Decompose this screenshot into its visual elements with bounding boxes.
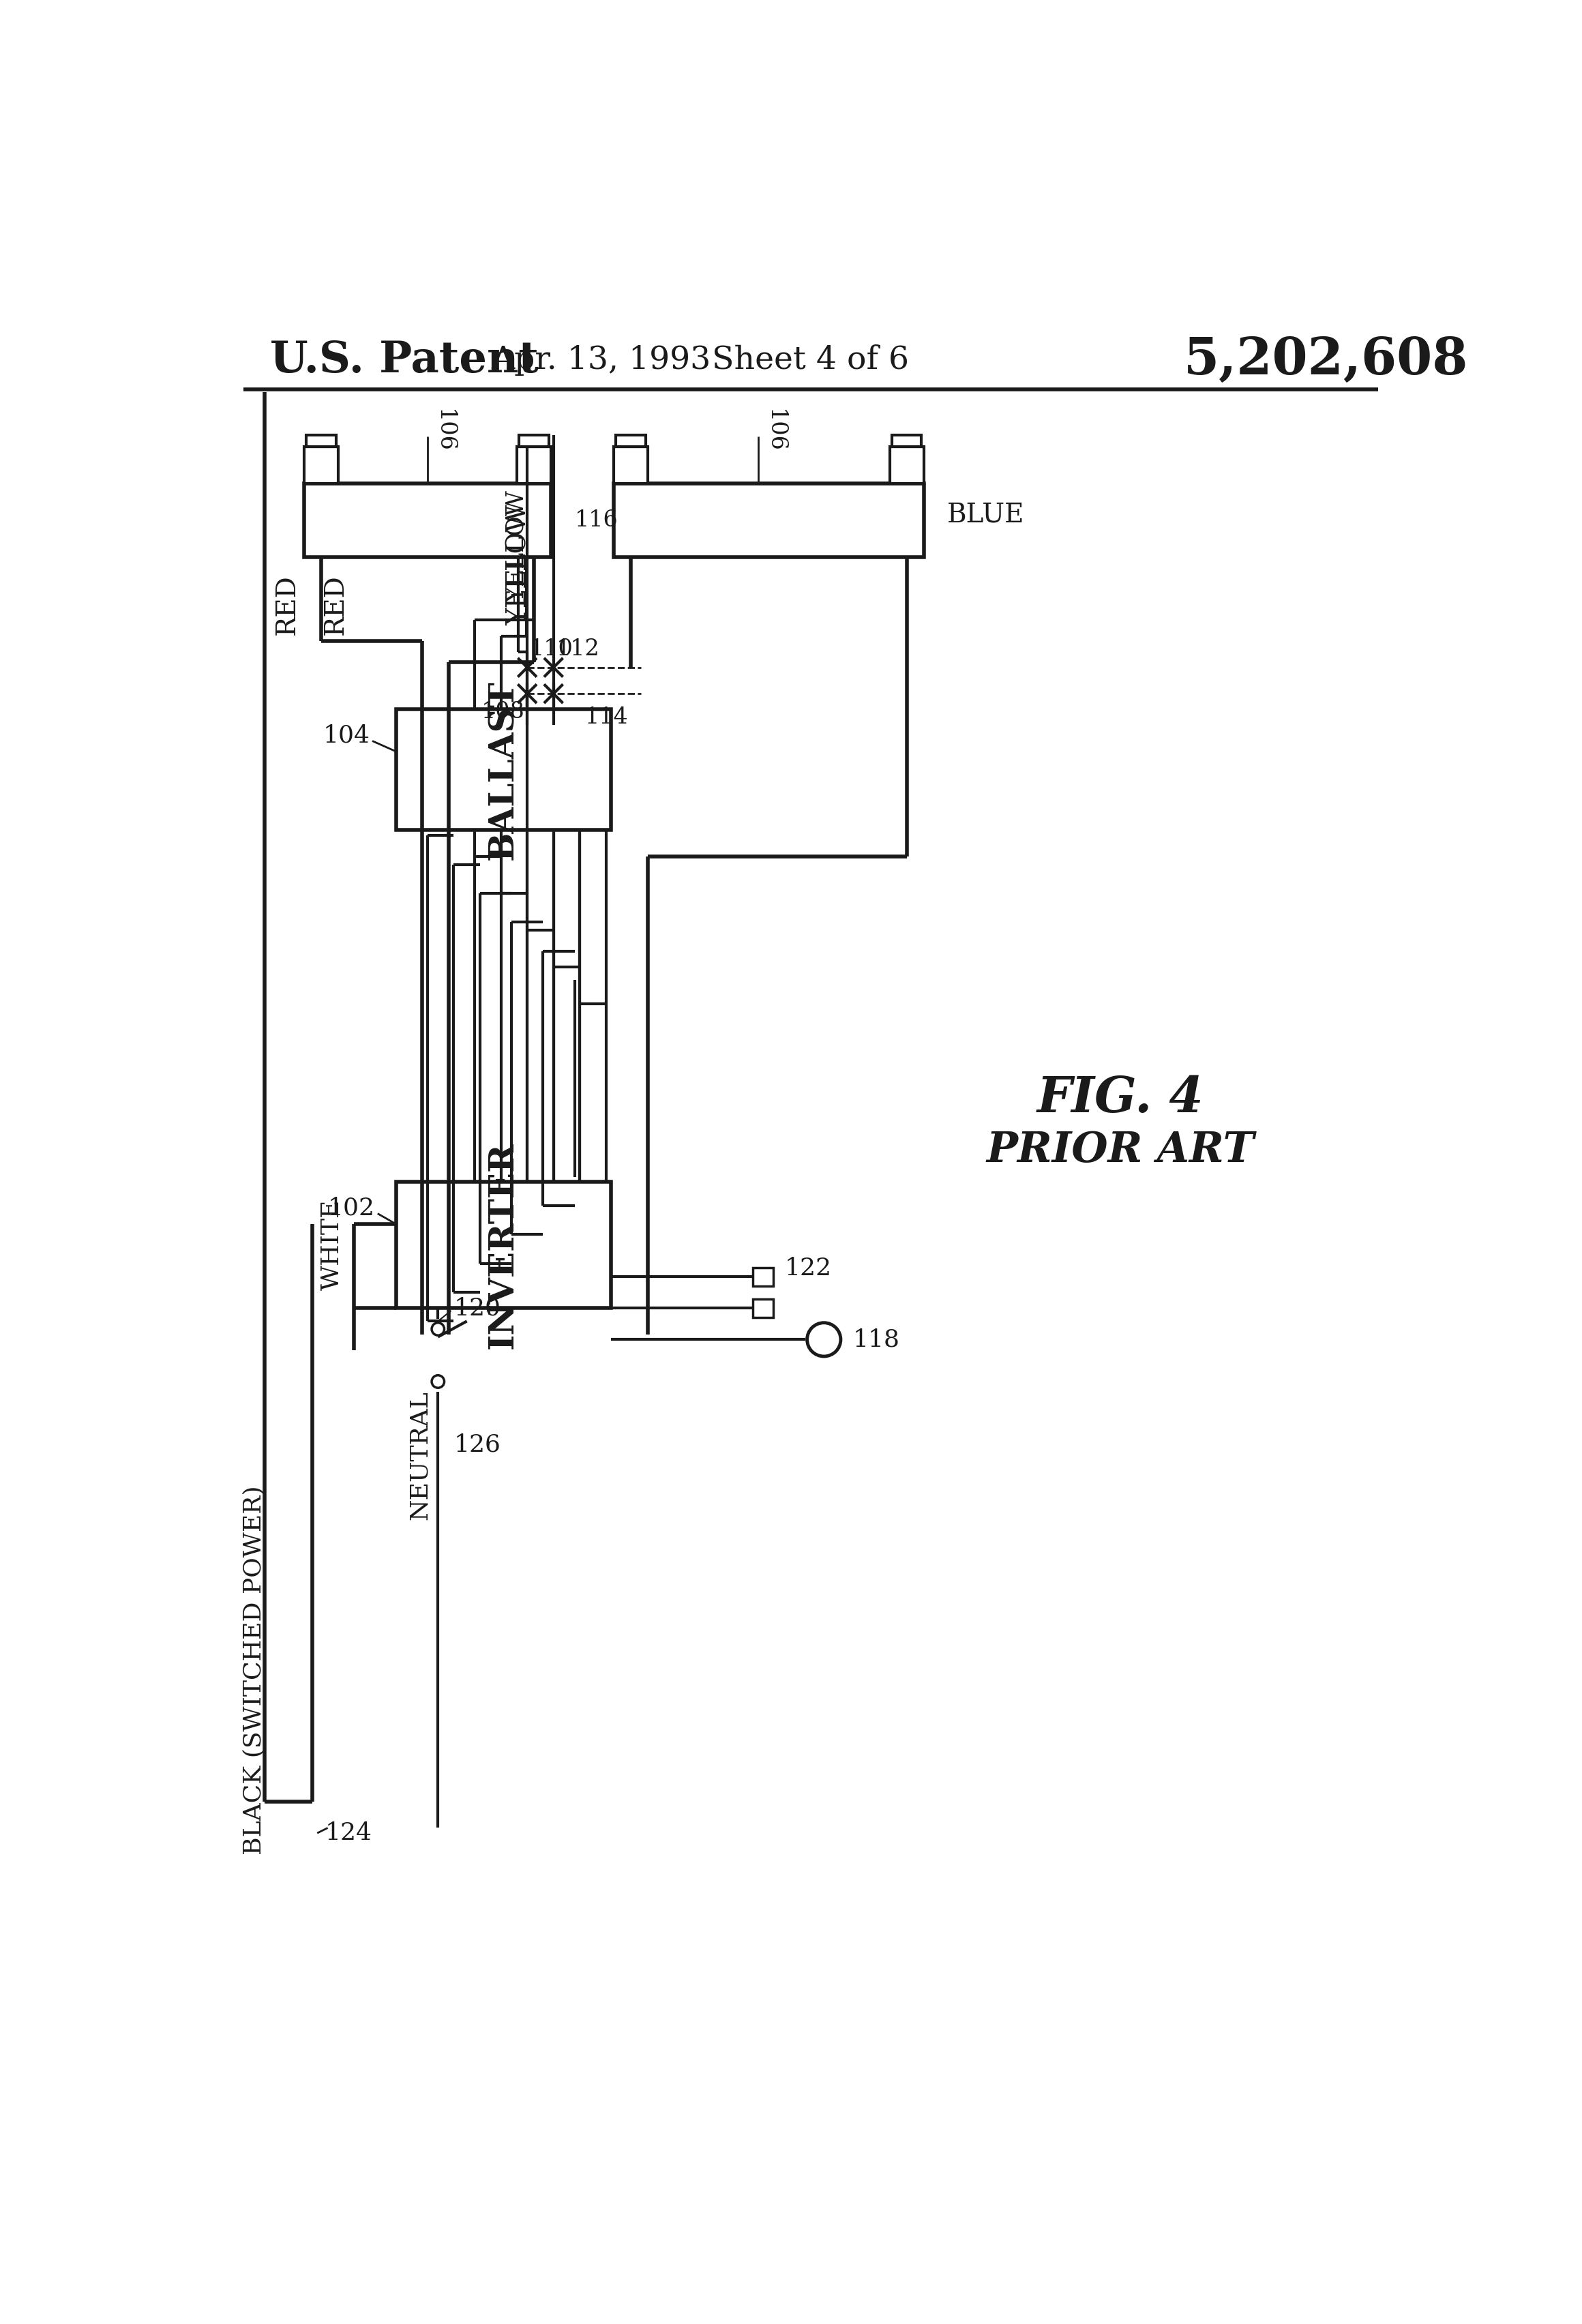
- Text: WHITE: WHITE: [320, 1199, 343, 1290]
- Text: BALLAST: BALLAST: [487, 681, 520, 860]
- Bar: [395, 1183, 611, 1308]
- Text: RED: RED: [323, 574, 348, 634]
- Bar: [892, 435, 922, 446]
- Text: 122: 122: [785, 1257, 832, 1281]
- Text: NEUTRAL: NEUTRAL: [408, 1390, 432, 1520]
- Text: 124: 124: [324, 1822, 372, 1845]
- Text: 116: 116: [574, 509, 619, 532]
- Text: Sheet 4 of 6: Sheet 4 of 6: [712, 344, 910, 376]
- Text: 5,202,608: 5,202,608: [1183, 335, 1468, 386]
- Text: 126: 126: [454, 1434, 500, 1457]
- Text: YELLOW: YELLOW: [505, 490, 528, 602]
- Bar: [519, 435, 549, 446]
- Text: 114: 114: [585, 706, 628, 727]
- Text: PRIOR ART: PRIOR ART: [987, 1129, 1255, 1171]
- Text: 106: 106: [764, 409, 785, 453]
- Bar: [614, 446, 649, 483]
- Text: 120: 120: [454, 1297, 501, 1320]
- Text: BLACK (SWITCHED POWER): BLACK (SWITCHED POWER): [242, 1485, 266, 1855]
- Text: 112: 112: [557, 639, 600, 660]
- Text: Apr. 13, 1993: Apr. 13, 1993: [490, 344, 710, 376]
- Text: BLUE: BLUE: [948, 502, 1025, 528]
- Text: RED: RED: [275, 574, 301, 634]
- Bar: [614, 483, 924, 558]
- Text: 104: 104: [323, 725, 370, 748]
- Bar: [304, 446, 339, 483]
- Text: 106: 106: [433, 409, 454, 453]
- Bar: [753, 1267, 774, 1285]
- Text: 110: 110: [530, 639, 573, 660]
- Text: 102: 102: [327, 1197, 375, 1220]
- Bar: [615, 435, 645, 446]
- Bar: [517, 446, 551, 483]
- Text: 108: 108: [481, 702, 525, 723]
- Text: INVERTER: INVERTER: [487, 1141, 520, 1348]
- Text: U.S. Patent: U.S. Patent: [271, 339, 538, 381]
- Text: 118: 118: [853, 1327, 900, 1350]
- Bar: [395, 709, 611, 830]
- Bar: [753, 1299, 774, 1318]
- Bar: [889, 446, 924, 483]
- Bar: [307, 435, 335, 446]
- Bar: [304, 483, 551, 558]
- Text: YELLOW: YELLOW: [506, 504, 532, 625]
- Text: FIG. 4: FIG. 4: [1038, 1074, 1204, 1122]
